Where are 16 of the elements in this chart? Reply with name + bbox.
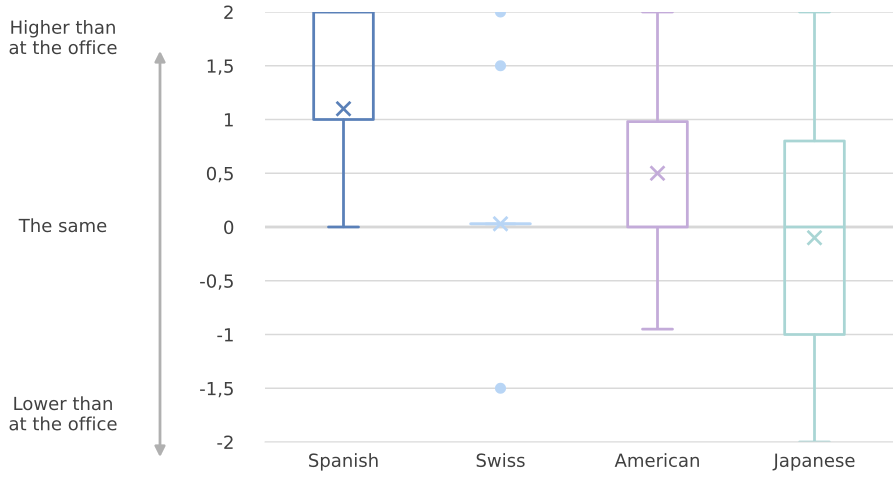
x-tick-label: Swiss — [476, 453, 525, 468]
y-tick-label: 0,5 — [206, 166, 233, 182]
y-tick-label: 0 — [224, 220, 234, 234]
x-tick-label: Spanish — [309, 453, 378, 471]
y-tick-label: 1,5 — [208, 59, 233, 75]
y-tick-label: -2 — [217, 435, 233, 449]
y-tick-label: -1,5 — [200, 382, 233, 398]
x-tick-label: American — [614, 453, 699, 468]
text: Lower than at the office — [10, 396, 117, 430]
y-tick-label: 2 — [224, 5, 233, 19]
text: Higher than at the office — [10, 20, 117, 54]
y-tick-label: -1 — [217, 328, 233, 342]
text: The same — [18, 218, 106, 232]
y-tick-label: 1 — [224, 113, 233, 126]
x-tick-label: Japanese — [772, 454, 855, 471]
y-tick-label: -0,5 — [200, 274, 233, 290]
